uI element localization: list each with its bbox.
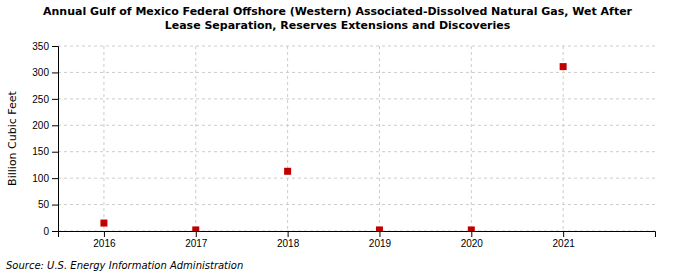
grid-line-x	[471, 46, 472, 231]
grid-line-y	[58, 125, 655, 126]
grid-line-x	[563, 46, 564, 231]
title-line: Lease Separation, Reserves Extensions an…	[165, 19, 511, 32]
x-tick-label: 2018	[277, 238, 300, 249]
annotation: Source: U.S. Energy Information Administ…	[6, 260, 243, 271]
y-tick-mark	[52, 46, 58, 47]
y-tick: 250	[32, 94, 58, 105]
y-tick-mark	[52, 205, 58, 206]
x-tick-mark	[471, 231, 472, 237]
x-tick-mark	[104, 231, 105, 237]
x-tick-mark	[288, 231, 289, 237]
point	[468, 226, 475, 231]
grid-line-y	[58, 151, 655, 152]
y-tick-label: 150	[32, 146, 49, 157]
grid-line-x	[195, 46, 196, 231]
y-tick-label: 50	[38, 199, 50, 210]
points	[100, 63, 566, 231]
point	[376, 226, 383, 231]
y-tick-mark	[52, 178, 58, 179]
y-tick: 200	[32, 120, 58, 131]
x-tick-label: 2017	[185, 238, 208, 249]
title: Annual Gulf of Mexico Federal Offshore (…	[43, 5, 633, 32]
point	[560, 63, 567, 70]
y-tick-label: 250	[32, 94, 49, 105]
y-tick-label: 350	[32, 41, 49, 52]
point	[100, 220, 107, 227]
grid-line-y	[58, 72, 655, 73]
x-tick-mark	[196, 231, 197, 237]
y-tick-label: 0	[43, 226, 49, 237]
x-axis-line	[59, 232, 656, 238]
x-tick: 2020	[461, 231, 484, 249]
y-axis: 0 50 100 150 200 250 300 350	[32, 41, 58, 237]
y-tick-mark	[52, 99, 58, 100]
chart: Annual Gulf of Mexico Federal Offshore (…	[0, 0, 675, 275]
x-tick-label: 2020	[461, 238, 484, 249]
x-tick-label: 2016	[93, 238, 116, 249]
y-tick-label: 200	[32, 120, 49, 131]
title-line: Annual Gulf of Mexico Federal Offshore (…	[43, 5, 633, 18]
y-tick: 150	[32, 146, 58, 157]
x-tick: 2019	[369, 231, 392, 249]
y-tick-mark	[52, 125, 58, 126]
grid-line-y	[58, 178, 655, 179]
x-tick: 2018	[277, 231, 300, 249]
x-tick: 2017	[185, 231, 208, 249]
x-tick: 2016	[93, 231, 116, 249]
y-axis-title: Billion Cubic Feet	[6, 90, 19, 185]
y-tick-label: 100	[32, 173, 49, 184]
grid-line-y	[58, 204, 655, 205]
y-tick: 100	[32, 173, 58, 184]
x-tick-mark	[563, 231, 564, 237]
grid	[58, 46, 655, 231]
x-tick-label: 2019	[369, 238, 392, 249]
y-tick: 50	[38, 199, 58, 210]
grid-line-x	[103, 46, 104, 231]
y-tick-mark	[52, 152, 58, 153]
point	[284, 168, 291, 175]
grid-line-x	[379, 46, 380, 231]
x-tick-mark	[379, 231, 380, 237]
x-axis: 2016 2017 2018 2019 2020 2021	[59, 231, 656, 249]
x-tick: 2021	[553, 231, 576, 249]
grid-line-y	[58, 98, 655, 99]
y-tick: 0	[43, 226, 58, 237]
grid-line-y	[58, 46, 655, 47]
y-tick: 350	[32, 41, 58, 52]
grid-line-x	[287, 46, 288, 231]
y-tick-mark	[52, 231, 58, 232]
y-tick: 300	[32, 67, 58, 78]
y-tick-label: 300	[32, 67, 49, 78]
y-axis-line	[52, 47, 59, 232]
point	[192, 226, 199, 231]
x-tick-label: 2021	[553, 238, 576, 249]
y-tick-mark	[52, 72, 58, 73]
